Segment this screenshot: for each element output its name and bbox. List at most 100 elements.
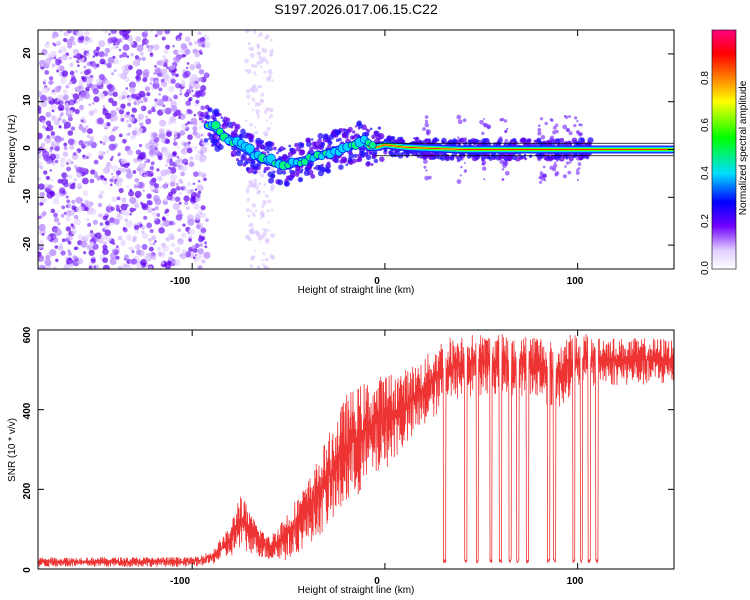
spread-point (502, 160, 508, 166)
noise-point (104, 220, 110, 226)
noise-point (201, 259, 206, 264)
noise-point (173, 56, 179, 62)
noise-point (181, 53, 186, 58)
noise-point (45, 120, 52, 126)
spread-point (575, 155, 581, 161)
spread-point (466, 154, 472, 159)
noise-point (38, 251, 42, 258)
spread-point (537, 128, 542, 132)
noise-point (268, 75, 272, 80)
noise-point (134, 177, 140, 183)
noise-point (42, 125, 46, 129)
noise-point (54, 245, 59, 249)
noise-point (144, 86, 151, 92)
noise-point (117, 73, 122, 77)
colorbar-gradient (711, 29, 737, 270)
noise-point (60, 162, 65, 168)
noise-point (46, 135, 51, 139)
noise-point (167, 260, 172, 266)
noise-point (125, 111, 130, 116)
spread-point (543, 157, 547, 161)
spread-point (544, 121, 548, 126)
noise-point (178, 201, 182, 205)
spread-point (443, 152, 447, 157)
noise-point (141, 203, 149, 211)
spread-point (457, 136, 460, 139)
spread-point (503, 119, 508, 123)
spread-point (212, 142, 218, 147)
noise-point (46, 95, 53, 102)
spread-point (422, 127, 426, 131)
noise-point (103, 177, 107, 181)
noise-point (174, 135, 178, 138)
noise-point (161, 95, 169, 102)
spread-point (267, 171, 274, 178)
noise-point (86, 152, 92, 158)
spread-point (459, 174, 462, 177)
noise-point (130, 114, 135, 118)
noise-point (256, 45, 261, 49)
noise-point (198, 69, 205, 75)
spread-point (317, 170, 324, 177)
noise-point (52, 162, 56, 166)
noise-point (181, 51, 185, 54)
noise-point (76, 172, 82, 178)
noise-point (154, 64, 157, 68)
noise-point (157, 251, 163, 257)
noise-point (197, 248, 204, 255)
spread-point (325, 168, 331, 174)
noise-point (183, 195, 190, 202)
snr-x-tick-3: 100 (567, 576, 584, 587)
noise-point (139, 51, 144, 56)
noise-point (131, 237, 137, 243)
noise-point (194, 213, 202, 221)
noise-point (72, 182, 76, 186)
noise-point (99, 190, 105, 195)
noise-point (102, 241, 108, 246)
noise-point (180, 147, 188, 155)
noise-point (81, 177, 89, 185)
noise-point (115, 107, 120, 111)
noise-point (38, 183, 45, 190)
noise-point (50, 50, 57, 58)
noise-point (115, 174, 120, 179)
noise-point (163, 48, 169, 55)
noise-point (263, 70, 267, 74)
spread-point (421, 154, 428, 161)
noise-point (147, 170, 154, 178)
noise-point (179, 180, 184, 185)
noise-point (139, 122, 144, 127)
noise-point (40, 142, 45, 147)
noise-point (188, 228, 196, 236)
noise-point (49, 104, 57, 112)
spread-point (285, 175, 290, 180)
noise-point (82, 190, 89, 197)
noise-point (98, 40, 106, 48)
noise-point (190, 117, 198, 125)
spread-point (504, 138, 509, 143)
noise-point (142, 72, 150, 79)
noise-point (88, 103, 92, 107)
noise-point (115, 207, 121, 212)
noise-point (244, 30, 250, 34)
spread-point (564, 165, 567, 168)
noise-point (249, 53, 255, 58)
noise-point (121, 36, 125, 40)
noise-point (112, 175, 116, 180)
noise-point (122, 44, 130, 51)
noise-point (112, 126, 118, 131)
noise-point (168, 220, 174, 226)
noise-point (170, 242, 176, 248)
noise-point (141, 56, 146, 61)
noise-point (172, 179, 176, 183)
noise-point (195, 99, 200, 104)
noise-point (194, 243, 200, 249)
noise-point (122, 263, 128, 268)
noise-point (39, 196, 47, 203)
noise-point (102, 104, 106, 108)
noise-point (107, 204, 112, 208)
noise-point (160, 138, 165, 142)
noise-point (94, 237, 99, 242)
noise-point (143, 174, 147, 178)
